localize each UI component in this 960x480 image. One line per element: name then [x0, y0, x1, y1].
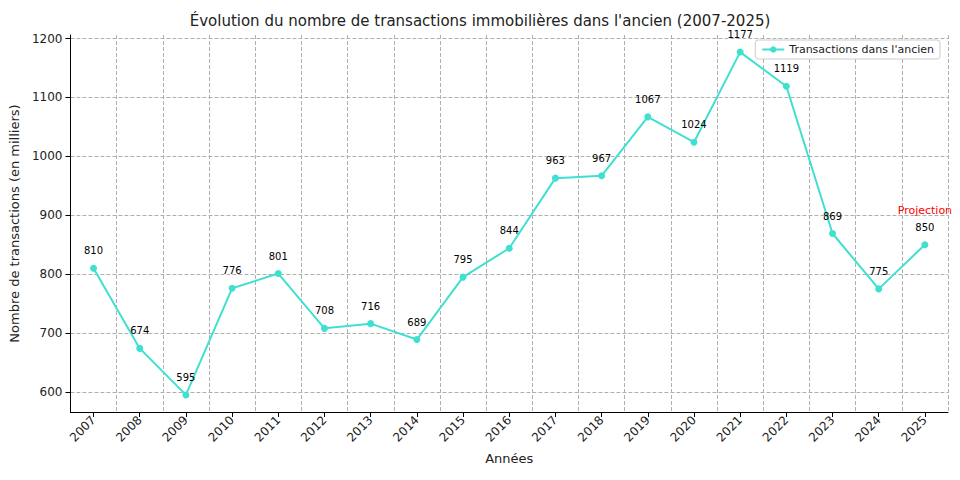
svg-text:1119: 1119: [774, 63, 799, 74]
svg-text:869: 869: [823, 211, 842, 222]
svg-text:967: 967: [592, 153, 611, 164]
svg-text:595: 595: [176, 372, 195, 383]
svg-text:708: 708: [315, 305, 334, 316]
svg-text:2013: 2013: [344, 413, 375, 444]
svg-text:2012: 2012: [298, 413, 329, 444]
svg-text:716: 716: [361, 301, 380, 312]
svg-text:776: 776: [223, 265, 242, 276]
svg-text:2020: 2020: [667, 413, 698, 444]
svg-text:900: 900: [40, 208, 63, 222]
svg-text:1000: 1000: [32, 149, 63, 163]
svg-text:2010: 2010: [206, 413, 237, 444]
svg-text:775: 775: [869, 266, 888, 277]
svg-text:2016: 2016: [483, 413, 514, 444]
svg-text:2011: 2011: [252, 413, 283, 444]
svg-text:2007: 2007: [67, 413, 98, 444]
svg-text:2008: 2008: [113, 413, 144, 444]
svg-text:Évolution du nombre de transac: Évolution du nombre de transactions immo…: [190, 11, 771, 30]
svg-text:810: 810: [84, 245, 103, 256]
svg-text:1100: 1100: [32, 90, 63, 104]
svg-text:2024: 2024: [852, 413, 883, 444]
svg-text:Nombre de transactions (en mil: Nombre de transactions (en milliers): [7, 104, 22, 342]
svg-text:2025: 2025: [898, 413, 929, 444]
svg-text:1067: 1067: [635, 94, 660, 105]
svg-text:844: 844: [500, 225, 519, 236]
svg-text:800: 800: [40, 267, 63, 281]
svg-text:Années: Années: [485, 451, 533, 466]
svg-text:801: 801: [269, 251, 288, 262]
svg-text:700: 700: [40, 326, 63, 340]
svg-text:1024: 1024: [681, 119, 706, 130]
svg-text:2014: 2014: [390, 413, 421, 444]
svg-text:2009: 2009: [159, 413, 190, 444]
svg-text:2023: 2023: [806, 413, 837, 444]
svg-text:Projection: Projection: [898, 204, 952, 217]
svg-text:600: 600: [40, 385, 63, 399]
svg-text:1200: 1200: [32, 32, 63, 46]
svg-text:2022: 2022: [760, 413, 791, 444]
svg-text:674: 674: [130, 325, 149, 336]
svg-text:850: 850: [915, 222, 934, 233]
svg-text:689: 689: [407, 317, 426, 328]
svg-text:2017: 2017: [529, 413, 560, 444]
svg-text:2015: 2015: [437, 413, 468, 444]
svg-text:2018: 2018: [575, 413, 606, 444]
svg-text:795: 795: [453, 254, 472, 265]
svg-text:Transactions dans l'ancien: Transactions dans l'ancien: [788, 43, 934, 56]
svg-text:963: 963: [546, 155, 565, 166]
svg-text:1177: 1177: [727, 29, 752, 40]
svg-text:2021: 2021: [714, 413, 745, 444]
svg-text:2019: 2019: [621, 413, 652, 444]
